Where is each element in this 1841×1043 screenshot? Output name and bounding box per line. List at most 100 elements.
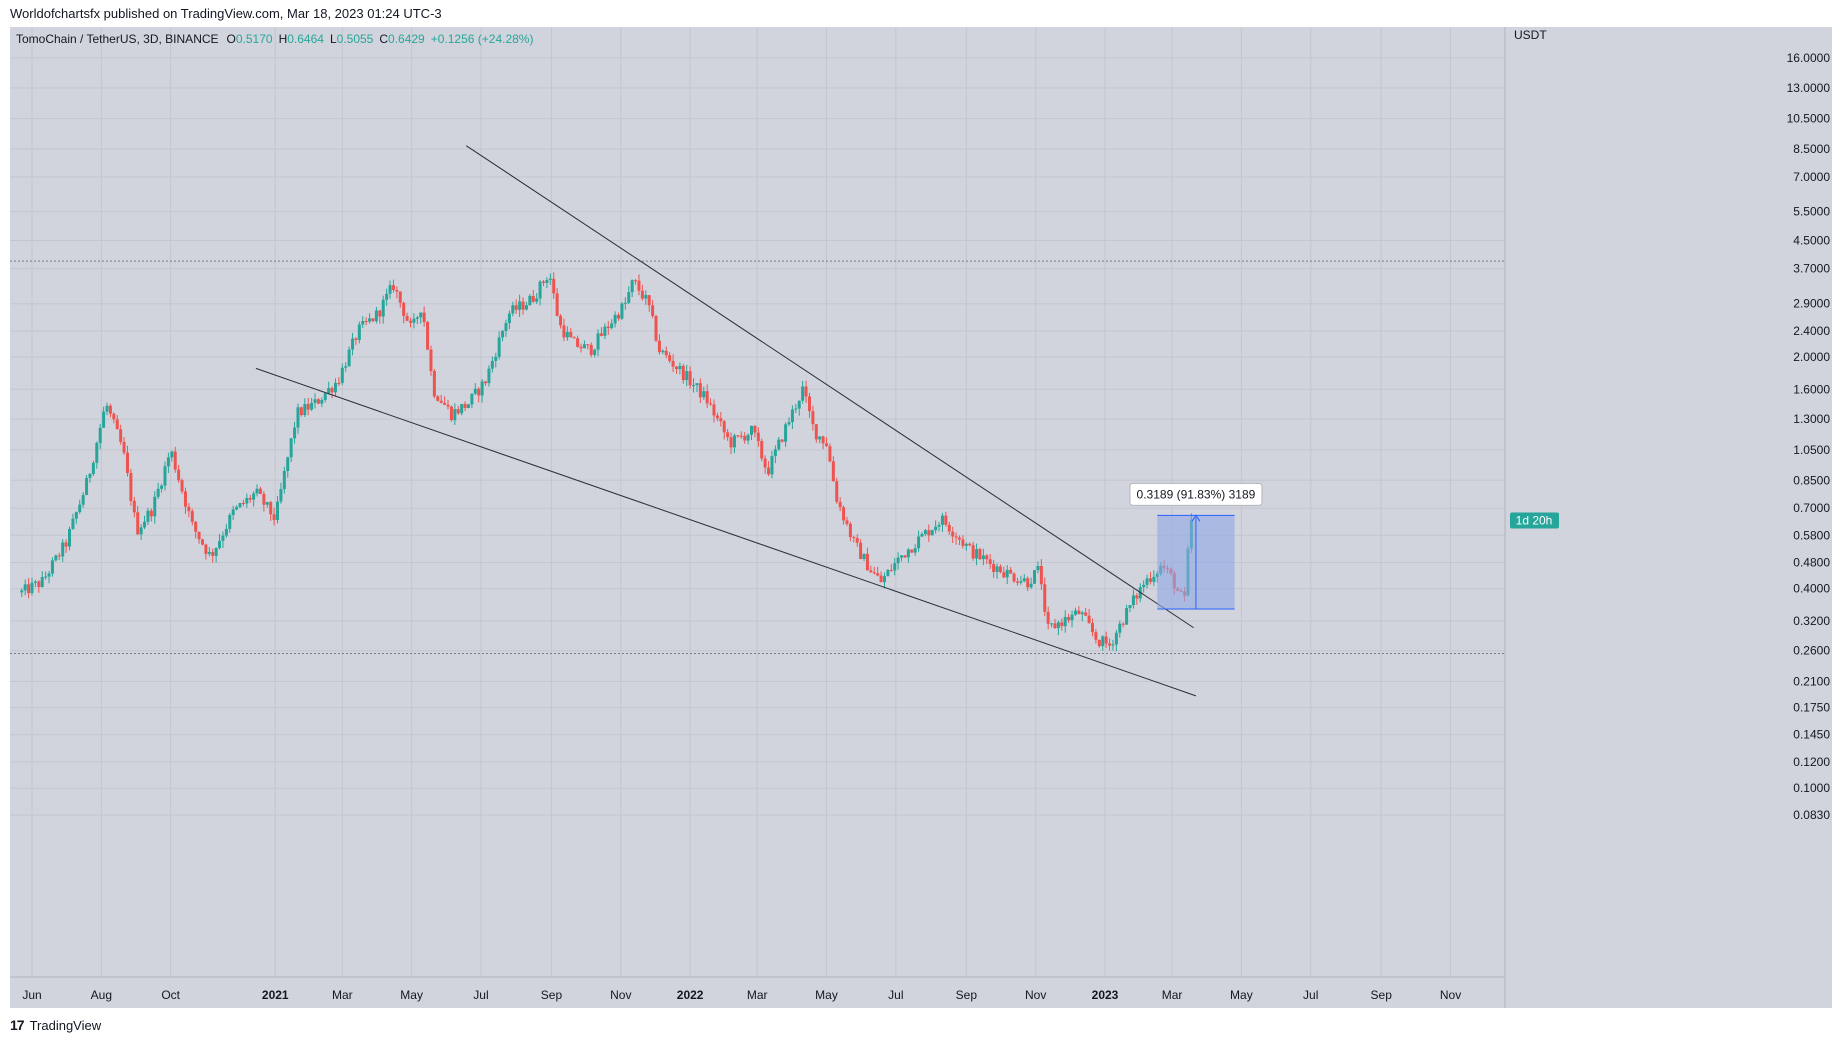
candle — [368, 313, 372, 324]
candle — [1097, 639, 1101, 648]
candle — [545, 277, 549, 289]
candle-body — [576, 338, 580, 347]
candle — [538, 280, 542, 306]
candle-body — [702, 391, 706, 398]
candle-body — [81, 495, 85, 505]
candle-body — [1097, 639, 1101, 647]
candle — [415, 315, 419, 325]
candle-body — [398, 291, 402, 303]
candle — [995, 563, 999, 579]
candle — [559, 313, 563, 329]
candle-body — [463, 404, 467, 408]
candle-body — [74, 512, 78, 519]
candle — [391, 279, 395, 293]
candle — [1128, 605, 1132, 613]
candle — [882, 572, 886, 589]
candle — [494, 352, 498, 368]
candle-body — [821, 436, 825, 444]
candle-body — [477, 388, 481, 396]
candle — [634, 279, 638, 285]
candle-body — [27, 584, 31, 594]
time-tick-label: Nov — [1440, 988, 1461, 1002]
candle — [582, 340, 586, 349]
legend-low-label: L — [330, 32, 337, 46]
candle-body — [524, 305, 528, 310]
price-tick-label: 2.9000 — [1793, 297, 1830, 311]
candle — [480, 379, 484, 403]
candle — [419, 312, 423, 324]
candle-body — [531, 295, 535, 302]
candle-body — [501, 330, 505, 338]
candle — [74, 511, 78, 524]
candle — [1108, 638, 1112, 651]
publisher-line: Worldofchartsfx published on TradingView… — [10, 6, 442, 21]
candle-body — [1063, 616, 1067, 627]
candle-body — [845, 520, 849, 524]
candle — [937, 521, 941, 532]
candle-body — [661, 350, 665, 353]
candle — [57, 552, 61, 561]
candle — [497, 331, 501, 360]
candle-body — [961, 539, 965, 546]
candle-body — [265, 502, 269, 505]
time-tick-label: Jul — [1303, 988, 1318, 1002]
candle-body — [784, 424, 788, 442]
candle-body — [299, 407, 303, 416]
time-tick-label: May — [400, 988, 423, 1002]
candle-body — [773, 449, 777, 457]
candle-body — [552, 278, 556, 294]
last-price-badge-box — [1510, 512, 1559, 529]
candle-body — [1060, 622, 1064, 627]
candle-body — [804, 386, 808, 397]
candle-body — [153, 496, 157, 517]
candle-body — [262, 493, 266, 505]
candle-body — [238, 503, 242, 508]
candle — [37, 580, 41, 593]
candle — [743, 432, 747, 444]
candle — [992, 559, 996, 578]
candle — [947, 521, 951, 536]
candle-body — [1111, 644, 1115, 646]
candle-body — [323, 393, 327, 400]
candle-body — [112, 413, 116, 420]
candle — [422, 306, 426, 327]
chart-canvas[interactable]: 0.3189 (91.83%) 3189 TomoChain / TetherUS… — [10, 27, 1832, 1008]
candle — [661, 349, 665, 355]
candle — [1094, 628, 1098, 644]
chart-frame[interactable]: 0.3189 (91.83%) 3189 TomoChain / TetherUS… — [10, 27, 1832, 1008]
candle — [848, 521, 852, 542]
candle — [173, 446, 177, 473]
candle-body — [1142, 584, 1146, 588]
candle — [293, 421, 297, 444]
candle-body — [354, 338, 358, 340]
candle — [105, 402, 109, 416]
candle — [579, 343, 583, 353]
candle-body — [313, 399, 317, 403]
candle-body — [119, 429, 123, 442]
candle — [705, 384, 709, 409]
candle — [910, 549, 914, 554]
candle — [780, 439, 784, 443]
candle — [61, 539, 65, 562]
candle — [269, 500, 273, 521]
candle — [514, 299, 518, 314]
candle — [139, 524, 143, 541]
candle — [787, 417, 791, 427]
measure-arrow-head-icon — [1191, 514, 1201, 522]
candle — [1090, 618, 1094, 637]
candle-body — [726, 432, 730, 438]
candle-body — [252, 493, 256, 500]
tradingview-logo-icon: 17 — [10, 1017, 25, 1033]
candle-body — [33, 581, 37, 583]
candle — [340, 363, 344, 386]
candle — [640, 284, 644, 301]
candle-body — [777, 439, 781, 450]
candle-body — [40, 576, 44, 587]
candle — [112, 412, 116, 424]
candle-body — [207, 552, 211, 554]
candle-body — [108, 405, 112, 414]
candle — [865, 547, 869, 571]
candle-body — [1152, 576, 1156, 582]
candle-body — [422, 312, 426, 322]
candle — [541, 279, 545, 287]
